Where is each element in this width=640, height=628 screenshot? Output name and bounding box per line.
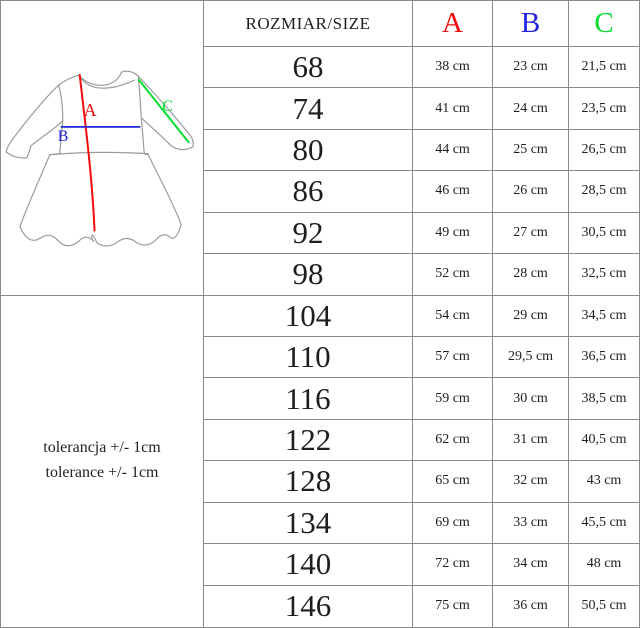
value-cell-122-b: 31 cm [493,419,569,462]
value-cell-134-a: 69 cm [413,502,493,545]
size-cell-68: 68 [204,47,413,89]
size-cell-116: 116 [204,378,413,420]
value-cell-80-c: 26,5 cm [569,130,639,172]
value-cell-86-a: 46 cm [413,171,493,213]
tolerance-note: tolerancja +/- 1cm tolerance +/- 1cm [1,296,203,627]
dress-diagram-cell: A B C [1,1,203,296]
value-cell-128-b: 32 cm [493,461,569,503]
value-cell-110-c: 36,5 cm [569,337,639,379]
size-cell-92: 92 [204,212,413,255]
value-cell-98-c: 32,5 cm [569,254,639,296]
value-cell-86-b: 26 cm [493,171,569,213]
value-cell-116-c: 38,5 cm [569,378,639,420]
size-cell-80: 80 [204,129,413,172]
value-cell-140-c: 48 cm [569,544,639,586]
value-cell-122-c: 40,5 cm [569,420,639,462]
value-cell-98-a: 52 cm [413,254,493,296]
value-cell-128-a: 65 cm [413,461,493,503]
dress-outline [5,70,194,247]
value-cell-86-c: 28,5 cm [569,171,639,213]
value-cell-98-b: 28 cm [493,254,569,296]
size-cell-122: 122 [204,419,413,462]
value-cell-68-b: 23 cm [493,47,569,89]
header-col-b: B [493,1,569,47]
value-cell-92-b: 27 cm [493,212,569,255]
size-cell-128: 128 [204,461,413,503]
size-cell-98: 98 [204,254,413,296]
size-cell-104: 104 [204,295,413,337]
left-panel: A B C tolerancja +/- 1cm tolerance +/- 1… [1,1,204,627]
tolerance-line-en: tolerance +/- 1cm [45,464,159,482]
value-cell-104-a: 54 cm [413,295,493,337]
value-cell-92-c: 30,5 cm [569,213,639,255]
value-cell-80-a: 44 cm [413,129,493,172]
header-size: ROZMIAR/SIZE [204,1,413,47]
size-cell-140: 140 [204,544,413,586]
value-cell-146-b: 36 cm [493,585,569,627]
value-cell-104-c: 34,5 cm [569,296,639,337]
value-cell-146-a: 75 cm [413,585,493,627]
size-cell-74: 74 [204,88,413,130]
measure-label-a: A [84,100,97,120]
size-cell-146: 146 [204,585,413,627]
header-col-a: A [413,1,493,47]
size-cell-86: 86 [204,171,413,213]
value-cell-134-c: 45,5 cm [569,503,639,545]
value-cell-74-b: 24 cm [493,88,569,130]
value-cell-110-b: 29,5 cm [493,336,569,379]
value-cell-122-a: 62 cm [413,419,493,462]
value-cell-68-a: 38 cm [413,47,493,89]
measure-label-c: C [162,98,173,115]
value-cell-128-c: 43 cm [569,461,639,503]
value-cell-92-a: 49 cm [413,212,493,255]
measure-line-a [78,74,96,232]
value-cell-80-b: 25 cm [493,129,569,172]
dress-illustration: A B C [5,70,194,247]
size-cell-134: 134 [204,502,413,545]
header-col-c: C [569,1,639,47]
size-table: ROZMIAR/SIZE A B C 68 38 cm 23 cm 21,5 cm 74… [204,1,639,627]
size-cell-110: 110 [204,336,413,379]
value-cell-146-c: 50,5 cm [581,598,627,614]
tolerance-line-pl: tolerancja +/- 1cm [43,439,161,457]
measure-label-b: B [58,128,69,145]
value-cell-134-b: 33 cm [493,502,569,545]
value-cell-68-c: 21,5 cm [569,47,639,89]
value-cell-116-b: 30 cm [493,378,569,420]
value-cell-104-b: 29 cm [493,295,569,337]
value-cell-110-a: 57 cm [413,336,493,379]
value-cell-140-a: 72 cm [413,544,493,586]
value-cell-140-b: 34 cm [493,544,569,586]
value-cell-74-c: 23,5 cm [569,88,639,130]
measure-line-c [137,78,190,144]
value-cell-116-a: 59 cm [413,378,493,420]
value-cell-74-a: 41 cm [413,88,493,130]
